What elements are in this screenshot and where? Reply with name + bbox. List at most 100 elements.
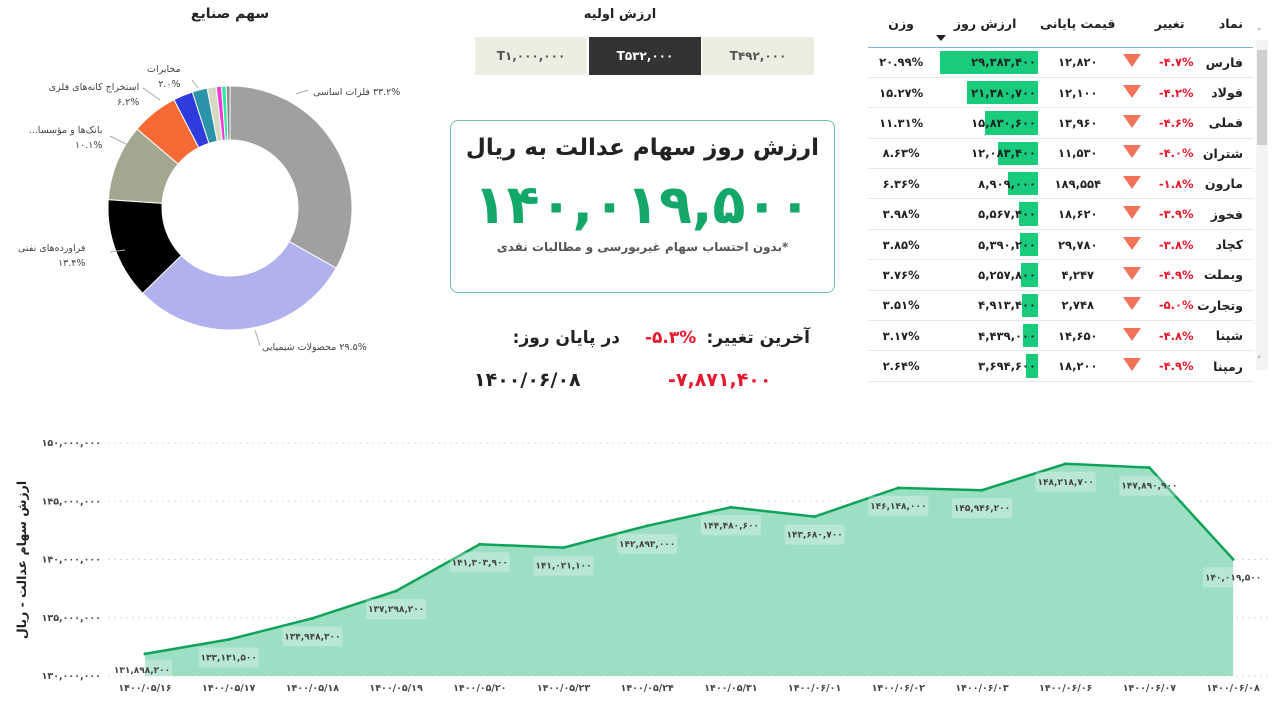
column-header-day-value[interactable]: ارزش روز <box>934 0 1039 48</box>
weight-cell: ۶.۳۶% <box>868 168 935 200</box>
table-row[interactable]: ۳.۱۷% ۴,۴۳۹,۰۰۰ ۱۴,۶۵۰ -۴.۸% شپنا <box>868 320 1253 352</box>
column-header-symbol[interactable]: نماد <box>1193 0 1253 48</box>
day-value-cell: ۴,۹۱۳,۴۰۰ <box>934 290 1039 322</box>
data-point[interactable] <box>1147 466 1151 470</box>
data-point[interactable] <box>562 546 565 550</box>
column-header-spacer <box>1117 0 1146 48</box>
weight-cell: ۲۰.۹۹% <box>868 47 935 78</box>
data-label-box <box>1203 567 1264 588</box>
data-label: ۱۴۳,۶۸۰,۷۰۰ <box>786 531 842 541</box>
scroll-up-icon[interactable]: ˄ <box>1257 28 1262 38</box>
table-row[interactable]: ۳.۹۸% ۵,۵۶۷,۴۰۰ ۱۸,۶۲۰ -۳.۹% فخوز <box>868 198 1253 230</box>
table-row[interactable]: ۱۱.۳۱% ۱۵,۸۳۰,۶۰۰ ۱۳,۹۶۰ -۴.۶% فملی <box>868 107 1253 139</box>
down-triangle-icon <box>1122 297 1141 311</box>
down-triangle-icon <box>1122 84 1141 98</box>
symbol-cell[interactable]: شتران <box>1193 138 1253 170</box>
table-scrollbar-thumb[interactable] <box>1257 50 1267 145</box>
day-value-bar <box>1019 202 1039 226</box>
data-point[interactable] <box>143 652 147 656</box>
table-row[interactable]: ۳.۵۱% ۴,۹۱۳,۴۰۰ ۲,۷۴۸ -۵.۰% وتجارت <box>868 290 1253 322</box>
day-value-cell: ۵,۵۶۷,۴۰۰ <box>934 198 1039 230</box>
day-value-cell: ۲۱,۳۸۰,۷۰۰ <box>934 77 1039 109</box>
x-tick-label: ۱۴۰۰/۰۵/۳۱ <box>704 683 757 694</box>
symbol-cell[interactable]: رمپنا <box>1193 350 1253 382</box>
initial-value-title: ارزش اولیه <box>583 7 657 22</box>
symbol-cell[interactable]: وبملت <box>1193 259 1253 291</box>
day-value-text: ۳,۶۹۴,۶۰۰ <box>978 359 1037 374</box>
pie-leader-line <box>142 87 161 101</box>
data-label: ۱۴۱,۳۰۳,۹۰۰ <box>452 558 508 568</box>
column-header-change[interactable]: تغییر <box>1145 0 1194 48</box>
symbol-cell[interactable]: فملی <box>1193 107 1253 139</box>
change-arrow-cell <box>1117 350 1146 382</box>
x-tick-label: ۱۴۰۰/۰۶/۰۳ <box>955 683 1009 694</box>
pie-slice[interactable] <box>225 85 231 141</box>
pie-leader-line <box>295 89 309 95</box>
change-arrow-cell <box>1117 168 1146 200</box>
initial-value-option-1000000[interactable]: T۱,۰۰۰,۰۰۰ <box>475 37 587 75</box>
data-label: ۱۳۴,۹۴۸,۳۰۰ <box>284 632 340 642</box>
table-row[interactable]: ۲.۶۴% ۳,۶۹۴,۶۰۰ ۱۸,۲۰۰ -۴.۹% رمپنا <box>868 350 1253 382</box>
series-line <box>144 462 1235 656</box>
symbol-cell[interactable]: کچاد <box>1193 229 1253 261</box>
down-triangle-icon <box>1122 145 1141 159</box>
pie-leader-line <box>191 79 199 89</box>
x-tick-label: ۱۴۰۰/۰۶/۰۸ <box>1206 683 1260 694</box>
change-arrow-cell <box>1117 259 1146 291</box>
symbol-cell[interactable]: وتجارت <box>1193 290 1253 322</box>
data-label: ۱۳۱,۸۹۸,۲۰۰ <box>114 666 170 676</box>
initial-value-option-532000[interactable]: T۵۳۲,۰۰۰ <box>589 37 701 75</box>
symbol-cell[interactable]: فخوز <box>1193 198 1253 230</box>
data-label-box <box>533 555 594 576</box>
table-row[interactable]: ۶.۳۶% ۸,۹۰۹,۰۰۰ ۱۸۹,۵۵۴ -۱.۸% مارون <box>868 168 1253 200</box>
symbol-cell[interactable]: فولاد <box>1193 77 1253 109</box>
table-row[interactable]: ۳.۸۵% ۵,۳۹۰,۲۰۰ ۲۹,۷۸۰ -۳.۸% کچاد <box>868 229 1253 261</box>
pie-slice[interactable] <box>229 85 353 269</box>
y-tick-label: ۱۴۰,۰۰۰,۰۰۰ <box>42 555 101 566</box>
column-header-close-price[interactable]: قیمت پایانی <box>1038 0 1118 48</box>
initial-value-option-492000[interactable]: T۴۹۲,۰۰۰ <box>702 37 814 75</box>
table-row[interactable]: ۸.۶۳% ۱۲,۰۸۳,۴۰۰ ۱۱,۵۳۰ -۴.۰% شتران <box>868 138 1253 170</box>
data-point[interactable] <box>227 638 231 642</box>
data-point[interactable] <box>478 542 482 546</box>
table-row[interactable]: ۲۰.۹۹% ۲۹,۳۸۳,۴۰۰ ۱۲,۸۲۰ -۴.۷% فارس <box>868 47 1253 78</box>
pie-pct: ۱۰.۱% <box>75 140 103 151</box>
data-label: ۱۴۶,۱۴۸,۰۰۰ <box>870 502 926 512</box>
day-value-text: ۱۵,۸۳۰,۶۰۰ <box>971 115 1037 130</box>
table-row[interactable]: ۱۵.۲۷% ۲۱,۳۸۰,۷۰۰ ۱۲,۱۰۰ -۴.۲% فولاد <box>868 77 1253 109</box>
data-point[interactable] <box>310 616 314 620</box>
scroll-down-icon[interactable]: ˅ <box>1257 356 1262 366</box>
data-point[interactable] <box>896 486 900 490</box>
x-tick-label: ۱۴۰۰/۰۶/۰۷ <box>1123 683 1177 694</box>
data-label: ۱۴۷,۸۹۰,۹۰۰ <box>1121 482 1177 492</box>
close-price-cell: ۱۱,۵۳۰ <box>1038 138 1118 170</box>
last-change-label: آخرین تغییر: <box>706 328 811 348</box>
day-value-text: ۱۲,۰۸۳,۴۰۰ <box>971 146 1037 161</box>
data-label: ۱۴۵,۹۴۶,۲۰۰ <box>954 504 1010 514</box>
column-header-weight[interactable]: وزن <box>868 0 935 48</box>
down-triangle-icon <box>1122 236 1141 250</box>
change-arrow-cell <box>1117 320 1146 352</box>
data-point[interactable] <box>1064 462 1068 466</box>
pie-slice[interactable] <box>141 240 337 331</box>
data-point[interactable] <box>813 515 817 519</box>
close-price-cell: ۱۸,۶۲۰ <box>1038 198 1118 230</box>
last-change-amount: -۷,۸۷۱,۴۰۰ <box>668 369 772 391</box>
symbol-cell[interactable]: فارس <box>1193 47 1253 78</box>
data-point[interactable] <box>729 505 733 509</box>
symbol-cell[interactable]: شپنا <box>1193 320 1253 352</box>
symbol-cell[interactable]: مارون <box>1193 168 1253 200</box>
table-row[interactable]: ۳.۷۶% ۵,۲۵۷,۸۰۰ ۴,۲۴۷ -۴.۹% وبملت <box>868 259 1253 291</box>
data-point[interactable] <box>980 488 984 492</box>
close-price-cell: ۴,۲۴۷ <box>1038 259 1118 291</box>
weight-cell: ۳.۸۵% <box>868 229 935 261</box>
data-point[interactable] <box>394 589 398 593</box>
change-cell: -۱.۸% <box>1145 168 1194 200</box>
close-price-cell: ۱۲,۱۰۰ <box>1038 77 1118 109</box>
close-price-cell: ۲,۷۴۸ <box>1038 290 1118 322</box>
data-point[interactable] <box>645 524 649 528</box>
pie-pct: ۶.۲% <box>117 97 140 108</box>
close-price-cell: ۱۴,۶۵۰ <box>1038 320 1118 352</box>
y-axis-title: ارزش سهام عدالت - ریال <box>14 481 30 639</box>
data-point[interactable] <box>1231 557 1235 561</box>
